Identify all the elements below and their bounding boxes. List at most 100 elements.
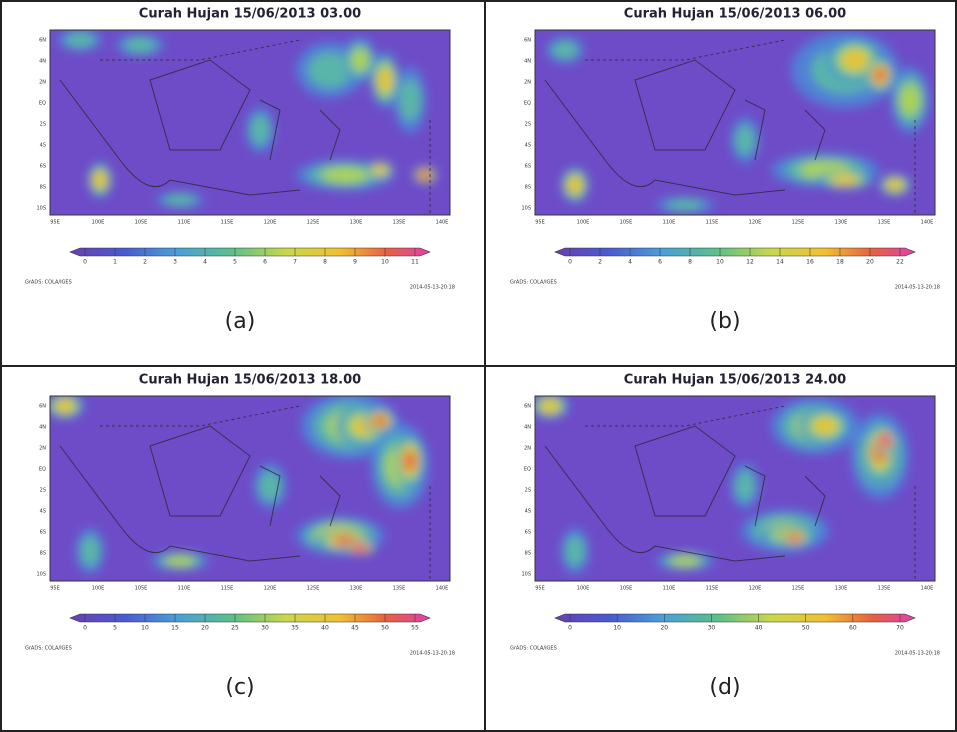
lon-label: 95E xyxy=(535,586,545,592)
rain-cell xyxy=(899,84,921,116)
coastline xyxy=(544,59,826,196)
lon-label: 130E xyxy=(835,220,848,226)
credit: GrADS: COLA/IGES xyxy=(25,646,72,652)
rain-cell xyxy=(308,52,352,88)
lon-label: 110E xyxy=(663,220,676,226)
timestamp: 2014-05-13-20:18 xyxy=(895,651,940,657)
lon-label: 120E xyxy=(749,220,762,226)
lon-label: 115E xyxy=(706,220,719,226)
lat-label: 6S xyxy=(40,530,46,536)
map-frame xyxy=(49,29,451,216)
timestamp: 2014-05-13-20:18 xyxy=(895,285,940,291)
credit: GrADS: COLA/IGES xyxy=(510,280,557,286)
lat-label: 6N xyxy=(39,38,46,44)
lat-label: 4N xyxy=(524,59,531,65)
lon-label: 100E xyxy=(577,586,590,592)
lat-label: 4S xyxy=(40,509,46,515)
lon-label: 125E xyxy=(307,586,320,592)
coastline xyxy=(59,59,341,196)
rain-cell xyxy=(350,48,370,72)
lat-label: 2N xyxy=(524,80,531,86)
colorbar xyxy=(554,613,916,623)
lat-label: 4S xyxy=(525,143,531,149)
lat-label: 6N xyxy=(39,404,46,410)
panel: Curah Hujan 15/06/2013 18.00 95E 100E 105E 1… xyxy=(25,373,455,701)
rain-cell xyxy=(832,175,858,185)
colorbar-label: 10 xyxy=(613,625,621,632)
colorbar-label: 9 xyxy=(353,259,357,266)
rain-cell xyxy=(164,194,196,206)
colorbar-label: 30 xyxy=(708,625,716,632)
lon-label: 105E xyxy=(620,586,633,592)
rain-cell xyxy=(670,555,700,567)
lat-label: EQ xyxy=(524,101,531,107)
lon-label: 100E xyxy=(92,220,105,226)
lon-label: 115E xyxy=(221,586,234,592)
lon-label: 125E xyxy=(792,220,805,226)
rain-cell xyxy=(372,415,388,427)
rainfall-map xyxy=(535,396,935,581)
map-frame xyxy=(534,29,936,216)
colorbar-label: 0 xyxy=(83,625,87,632)
lat-label: 4N xyxy=(39,59,46,65)
rainfall-map xyxy=(50,30,450,215)
lon-label: 125E xyxy=(792,586,805,592)
colorbar-label: 14 xyxy=(776,259,784,266)
lat-label: 4S xyxy=(525,509,531,515)
colorbar-label: 20 xyxy=(201,625,209,632)
rain-cell xyxy=(887,179,903,191)
lat-label: 10S xyxy=(521,572,531,578)
lon-label: 120E xyxy=(749,586,762,592)
map-title: Curah Hujan 15/06/2013 06.00 xyxy=(624,7,846,22)
colorbar-label: 6 xyxy=(263,259,267,266)
lat-label: 2N xyxy=(39,80,46,86)
rain-cell xyxy=(93,172,107,188)
colorbar-label: 12 xyxy=(746,259,754,266)
colorbar-label: 2 xyxy=(598,259,602,266)
map-title: Curah Hujan 15/06/2013 24.00 xyxy=(624,373,846,388)
lon-label: 135E xyxy=(393,220,406,226)
lon-label: 110E xyxy=(178,220,191,226)
rain-cell xyxy=(398,79,422,121)
panel: Curah Hujan 15/06/2013 24.00 95E 100E 105E 1… xyxy=(510,373,940,701)
lat-label: 4N xyxy=(524,425,531,431)
colorbar xyxy=(554,247,916,257)
colorbar-label: 60 xyxy=(849,625,857,632)
colorbar-label: 6 xyxy=(658,259,662,266)
map-title: Curah Hujan 15/06/2013 03.00 xyxy=(139,7,361,22)
lon-label: 125E xyxy=(307,220,320,226)
panel-label: (a) xyxy=(225,309,256,334)
lat-label: 6N xyxy=(524,38,531,44)
map-frame xyxy=(534,395,936,582)
lat-label: 6S xyxy=(525,530,531,536)
lat-label: 2S xyxy=(525,122,531,128)
lat-label: 6N xyxy=(524,404,531,410)
lat-label: 2S xyxy=(525,488,531,494)
lon-label: 140E xyxy=(436,220,449,226)
lon-label: 130E xyxy=(835,586,848,592)
border xyxy=(100,39,431,215)
panel: Curah Hujan 15/06/2013 06.00 95E 100E 105E 1… xyxy=(510,7,940,335)
colorbar-label: 1 xyxy=(113,259,117,266)
border xyxy=(585,39,916,215)
lat-label: EQ xyxy=(39,101,46,107)
colorbar-label: 10 xyxy=(141,625,149,632)
colorbar-label: 0 xyxy=(83,259,87,266)
lon-label: 135E xyxy=(393,586,406,592)
lon-label: 140E xyxy=(921,586,934,592)
colorbar-label: 50 xyxy=(802,625,810,632)
rain-field xyxy=(58,30,437,208)
lat-label: 10S xyxy=(521,206,531,212)
lat-label: 8S xyxy=(40,185,46,191)
colorbar-label: 50 xyxy=(381,625,389,632)
rain-field xyxy=(50,396,429,574)
colorbar-label: 35 xyxy=(291,625,299,632)
rain-cell xyxy=(80,536,100,566)
rain-cell xyxy=(735,471,755,501)
colorbar-label: 18 xyxy=(836,259,844,266)
lon-label: 110E xyxy=(663,586,676,592)
colorbar xyxy=(69,247,431,257)
panel: Curah Hujan 15/06/2013 03.00 95E 100E 105E 1… xyxy=(25,7,455,335)
rain-field xyxy=(535,396,909,574)
